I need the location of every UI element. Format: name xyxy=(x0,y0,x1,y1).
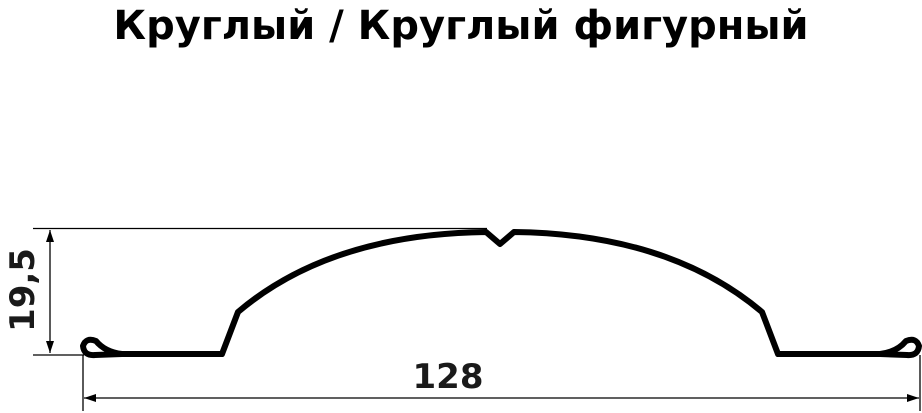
profile-shape xyxy=(80,229,922,359)
page-title: Круглый / Круглый фигурный xyxy=(113,3,809,49)
width-dimension-label: 128 xyxy=(413,357,484,397)
height-dimension-label: 19,5 xyxy=(3,248,43,332)
